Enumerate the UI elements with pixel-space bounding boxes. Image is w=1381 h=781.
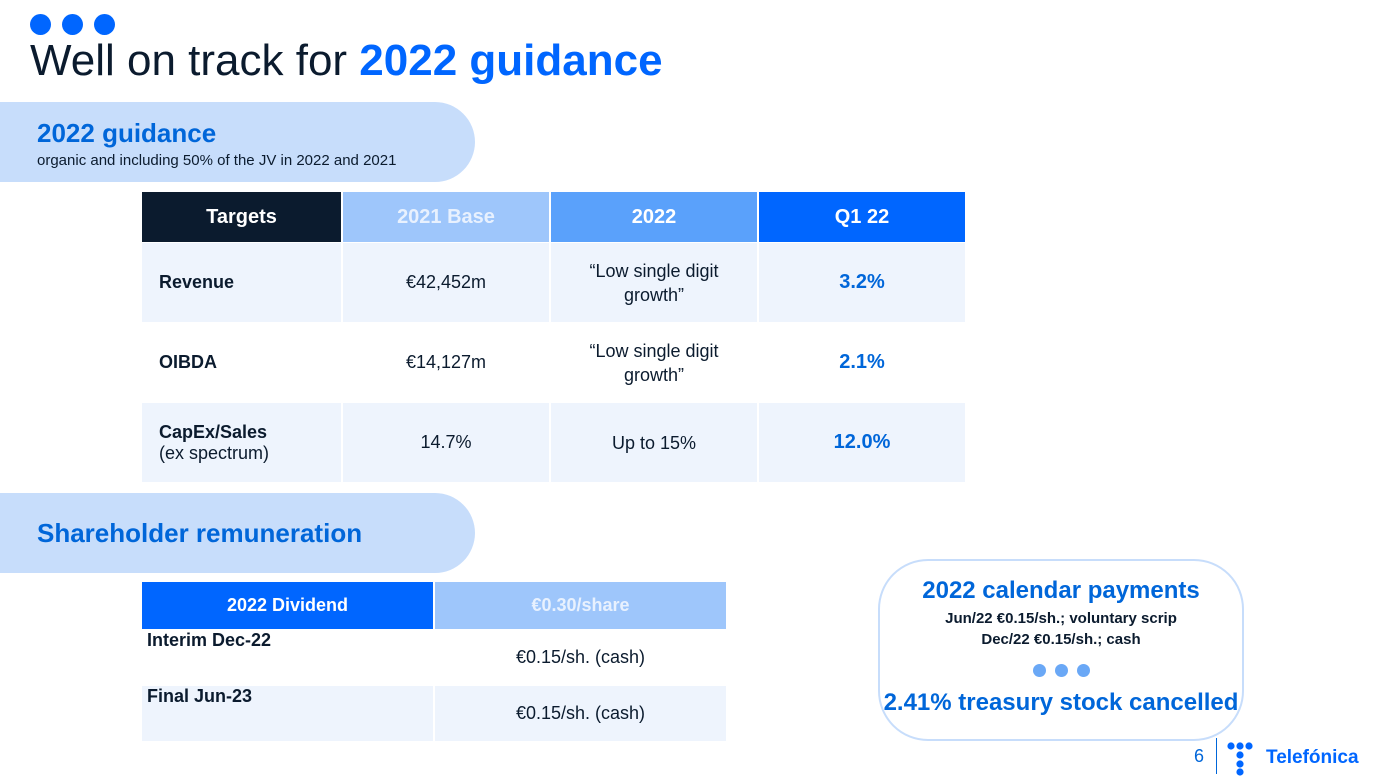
table-row: Final Jun-23 €0.15/sh. (cash) xyxy=(142,686,726,741)
col-header-q1-22: Q1 22 xyxy=(759,192,965,242)
shareholder-band: Shareholder remuneration xyxy=(0,493,475,573)
row-target: Up to 15% xyxy=(551,403,757,482)
row-value: €0.15/sh. (cash) xyxy=(435,630,726,685)
footer-divider xyxy=(1216,738,1217,774)
callout-line2: Dec/22 €0.15/sh.; cash xyxy=(981,631,1141,648)
row-target-line1: “Low single digit xyxy=(589,340,719,361)
row-label-text: Revenue xyxy=(159,272,235,292)
row-label: Final Jun-23 xyxy=(142,686,433,741)
title-prefix: Well on track for xyxy=(30,36,360,85)
row-base: 14.7% xyxy=(343,403,549,482)
brand-name: Telefónica xyxy=(1266,747,1359,768)
guidance-table-header: Targets 2021 Base 2022 Q1 22 xyxy=(142,192,965,242)
callout-title: 2022 calendar payments xyxy=(922,577,1200,604)
dividend-table: 2022 Dividend €0.30/share Interim Dec-22… xyxy=(142,582,726,741)
row-label: CapEx/Sales (ex spectrum) xyxy=(142,403,341,482)
row-q1: 3.2% xyxy=(759,243,965,322)
callout-line1: Jun/22 €0.15/sh.; voluntary scrip xyxy=(945,610,1177,627)
calendar-payments-callout: 2022 calendar payments Jun/22 €0.15/sh.;… xyxy=(878,559,1244,741)
col-header-per-share: €0.30/share xyxy=(435,582,726,629)
row-target-line2: growth” xyxy=(623,364,684,385)
row-q1: 2.1% xyxy=(759,323,965,402)
dot xyxy=(1054,664,1068,677)
dot xyxy=(30,14,51,35)
row-value: €0.15/sh. (cash) xyxy=(435,686,726,741)
dot xyxy=(94,14,115,35)
guidance-band: 2022 guidance organic and including 50% … xyxy=(0,102,475,182)
row-sublabel-text: (ex spectrum) xyxy=(159,442,270,463)
telefonica-logo-icon xyxy=(1227,742,1253,776)
row-target-line1: Up to 15% xyxy=(611,432,697,453)
dot xyxy=(1032,664,1046,677)
row-label-text: CapEx/Sales xyxy=(159,421,268,442)
callout-bottom: 2.41% treasury stock cancelled xyxy=(883,689,1239,716)
guidance-subheading: organic and including 50% of the JV in 2… xyxy=(37,152,397,169)
dot xyxy=(62,14,83,35)
row-target-line1: “Low single digit xyxy=(589,260,719,281)
row-label: Revenue xyxy=(142,243,341,322)
shareholder-heading: Shareholder remuneration xyxy=(37,518,363,548)
table-row: CapEx/Sales (ex spectrum) 14.7% Up to 15… xyxy=(142,403,965,482)
table-row: Revenue €42,452m “Low single digit growth… xyxy=(142,243,965,322)
title-accent: 2022 guidance xyxy=(359,36,663,85)
row-target: “Low single digit growth” xyxy=(551,243,757,322)
dividend-table-header: 2022 Dividend €0.30/share xyxy=(142,582,726,629)
col-header-targets: Targets xyxy=(142,192,341,242)
table-row: Interim Dec-22 €0.15/sh. (cash) xyxy=(142,630,726,685)
row-target: “Low single digit growth” xyxy=(551,323,757,402)
telefonica-logo: Telefónica xyxy=(1226,740,1366,776)
row-base: €14,127m xyxy=(343,323,549,402)
slide-title: Well on track for 2022 guidance xyxy=(30,36,663,86)
row-base: €42,452m xyxy=(343,243,549,322)
page-number: 6 xyxy=(1194,746,1205,766)
title-dots-icon xyxy=(30,14,115,35)
row-label-text: OIBDA xyxy=(159,352,217,372)
col-header-2022: 2022 xyxy=(551,192,757,242)
row-q1: 12.0% xyxy=(759,403,965,482)
dot xyxy=(1076,664,1090,677)
col-header-2021-base: 2021 Base xyxy=(343,192,549,242)
col-header-dividend: 2022 Dividend xyxy=(142,582,433,629)
row-label: OIBDA xyxy=(142,323,341,402)
callout-dots-icon xyxy=(880,664,1242,677)
table-row: OIBDA €14,127m “Low single digit growth” … xyxy=(142,323,965,402)
guidance-table: Targets 2021 Base 2022 Q1 22 Revenue €42… xyxy=(142,192,965,482)
row-target-line2: growth” xyxy=(623,284,684,305)
guidance-heading: 2022 guidance xyxy=(37,118,217,148)
row-label: Interim Dec-22 xyxy=(142,630,433,685)
